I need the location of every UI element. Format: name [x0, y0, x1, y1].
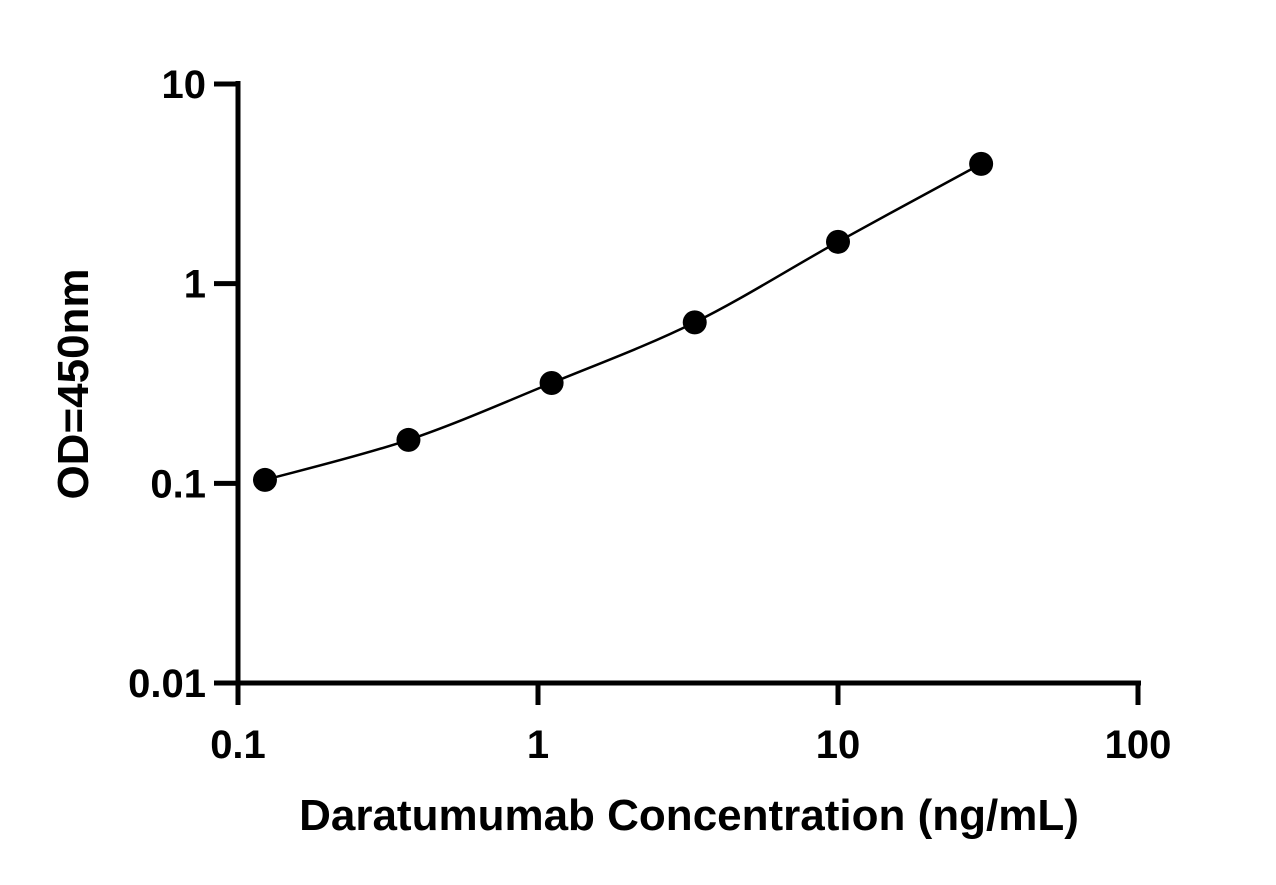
y-axis-title: OD=450nm [49, 268, 98, 499]
data-point [969, 151, 994, 176]
data-point [252, 467, 277, 492]
fit-curve [264, 162, 982, 482]
data-point [682, 310, 707, 335]
data-point [826, 229, 850, 254]
x-ticks: 0.1 1 10 100 [210, 683, 1171, 767]
y-tick-label: 0.1 [150, 462, 206, 506]
y-tick-label: 1 [184, 263, 206, 307]
y-tick-label: 10 [162, 63, 207, 107]
data-point [396, 427, 421, 452]
y-ticks: 0.01 0.1 1 10 [128, 63, 238, 706]
x-tick-label: 100 [1105, 723, 1172, 767]
data-points [252, 151, 994, 492]
y-tick-label: 0.01 [128, 662, 206, 706]
x-tick-label: 10 [816, 723, 861, 767]
data-point [539, 371, 564, 396]
x-tick-label: 0.1 [210, 723, 266, 767]
axes [235, 81, 1141, 686]
fit-curve-layer [264, 162, 982, 482]
x-tick-label: 1 [527, 723, 549, 767]
x-axis-title: Daratumumab Concentration (ng/mL) [299, 791, 1079, 840]
